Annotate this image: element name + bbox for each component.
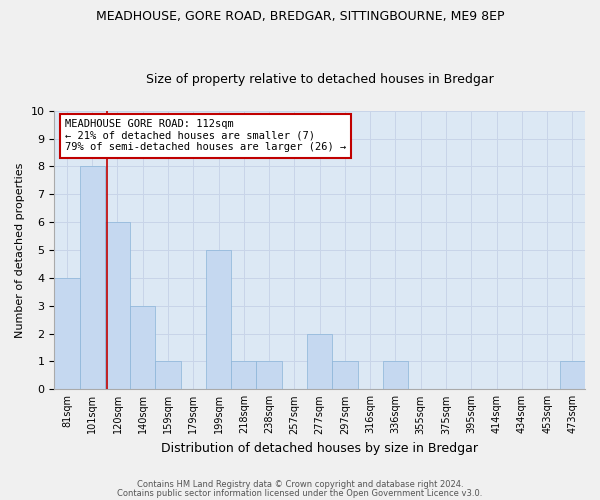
- Bar: [80, 166, 105, 390]
- Text: MEADHOUSE, GORE ROAD, BREDGAR, SITTINGBOURNE, ME9 8EP: MEADHOUSE, GORE ROAD, BREDGAR, SITTINGBO…: [96, 10, 504, 23]
- Bar: [206, 250, 231, 390]
- Y-axis label: Number of detached properties: Number of detached properties: [15, 162, 25, 338]
- Bar: [155, 362, 181, 390]
- Text: MEADHOUSE GORE ROAD: 112sqm
← 21% of detached houses are smaller (7)
79% of semi: MEADHOUSE GORE ROAD: 112sqm ← 21% of det…: [65, 119, 346, 152]
- Bar: [231, 362, 256, 390]
- Bar: [130, 306, 155, 390]
- Text: Contains public sector information licensed under the Open Government Licence v3: Contains public sector information licen…: [118, 488, 482, 498]
- Bar: [383, 362, 408, 390]
- Bar: [54, 278, 80, 390]
- X-axis label: Distribution of detached houses by size in Bredgar: Distribution of detached houses by size …: [161, 442, 478, 455]
- Bar: [256, 362, 282, 390]
- Text: Contains HM Land Registry data © Crown copyright and database right 2024.: Contains HM Land Registry data © Crown c…: [137, 480, 463, 489]
- Bar: [307, 334, 332, 390]
- Bar: [105, 222, 130, 390]
- Bar: [332, 362, 358, 390]
- Bar: [560, 362, 585, 390]
- Title: Size of property relative to detached houses in Bredgar: Size of property relative to detached ho…: [146, 73, 494, 86]
